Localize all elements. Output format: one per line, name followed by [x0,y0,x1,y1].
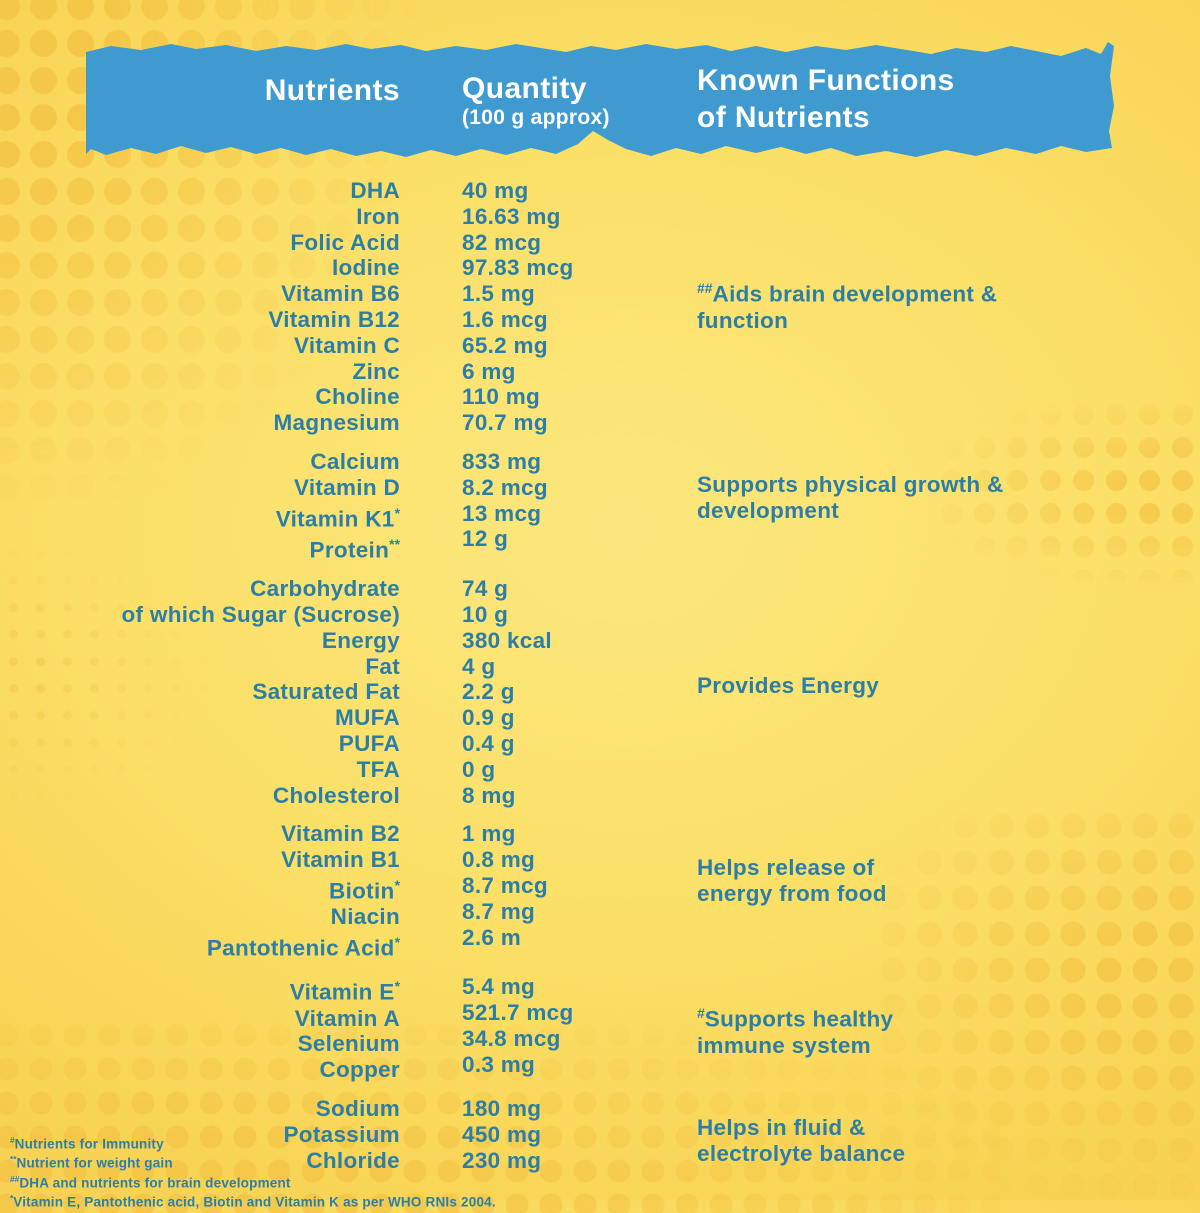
nutrient-quantity: 12 g [462,526,509,552]
nutrient-quantity: 0.9 g [462,705,515,731]
nutrient-name: Vitamin A [294,1005,400,1031]
nutrient-quantity: 1.5 mg [462,281,536,307]
footnote: **Nutrient for weight gain [10,1154,173,1171]
footnote: ##DHA and nutrients for brain developmen… [10,1173,291,1191]
header-quantity-title: Quantity [462,72,587,105]
function-text: ##Aids brain development & function [697,280,998,333]
nutrient-name: of which Sugar (Sucrose) [121,601,400,627]
nutrient-quantity: 65.2 mg [462,332,548,358]
nutrient-name: Vitamin B6 [281,281,400,307]
nutrient-name: Vitamin E* [289,978,400,1005]
footnote: #Nutrients for Immunity [10,1135,164,1152]
header-quantity: Quantity (100 g approx) [400,72,697,136]
nutrient-name: Copper [319,1057,400,1083]
nutrient-quantity: 70.7 mg [462,410,548,436]
nutrient-name: Vitamin D [293,474,400,500]
nutrient-quantity: 0 g [462,756,496,782]
nutrient-quantity: 0.8 mg [462,847,536,873]
nutrient-name: Magnesium [273,410,400,436]
nutrient-name: Carbohydrate [250,576,400,602]
nutrient-name: DHA [350,178,400,203]
header-banner [86,42,1114,157]
nutrient-group: DHA Iron Folic Acid Iodine Vitamin B6 Vitamin… [0,178,1200,436]
table-header: Nutrients Quantity (100 g approx) Known … [0,62,1200,136]
nutrient-quantity: 521.7 mcg [462,1000,574,1026]
nutrient-name: Saturated Fat [252,679,400,705]
nutrient-name: Iron [356,203,400,229]
nutrient-quantity: 82 mcg [462,229,542,255]
nutrient-quantity: 16.63 mg [462,203,561,229]
nutrient-quantity: 10 g [462,601,509,627]
nutrient-group: Carbohydrate of which Sugar (Sucrose) Ener… [0,576,1200,808]
nutrient-quantity: 450 mg [462,1121,542,1147]
nutrient-group: Calcium Vitamin D Vitamin K1* Protein** 833 … [0,449,1200,563]
nutrient-quantity: 8.7 mcg [462,872,548,898]
nutrient-name: MUFA [335,705,400,731]
nutrient-quantity: 180 mg [462,1096,542,1121]
nutrient-quantity: 74 g [462,576,509,602]
nutrient-quantity: 8.7 mg [462,898,536,924]
nutrient-name: Cholesterol [272,782,400,808]
nutrient-name: Biotin* [329,876,400,904]
nutrient-name: TFA [356,756,400,782]
nutrient-quantity: 40 mg [462,178,529,203]
nutrient-quantity: 230 mg [462,1147,542,1173]
function-text: #Supports healthy immune system [697,1005,894,1058]
nutrient-name: Vitamin K1* [275,504,400,532]
nutrient-quantity: 8 mg [462,782,516,808]
function-text: Helps in fluid & electrolyte balance [697,1115,906,1166]
nutrient-table: DHA Iron Folic Acid Iodine Vitamin B6 Vitamin… [0,178,1200,1186]
nutrient-name: Choline [315,384,400,410]
nutrient-quantity: 0.3 mg [462,1051,536,1077]
function-text: Helps release of energy from food [697,855,887,907]
nutrient-name: Zinc [352,358,400,384]
nutrient-quantity: 6 mg [462,358,516,384]
nutrient-name: Iodine [331,255,400,281]
nutrient-name: Sodium [315,1096,400,1121]
nutrient-quantity: 833 mg [462,448,542,474]
nutrient-name: PUFA [338,730,400,756]
nutrient-quantity: 4 g [462,653,496,679]
nutrient-name: Pantothenic Acid* [206,934,400,961]
nutrient-quantity: 34.8 mcg [462,1025,561,1051]
nutrient-quantity: 1.6 mcg [462,306,548,332]
nutrient-name: Vitamin B1 [281,847,400,873]
nutrient-quantity: 2.6 m [462,924,522,950]
nutrient-name: Protein** [309,535,400,563]
nutrient-quantity: 13 mcg [462,500,542,526]
function-text: Supports physical growth & development [697,471,1004,523]
nutrient-name: Vitamin B12 [268,306,400,332]
nutrient-name: Niacin [330,904,400,930]
nutrient-quantity: 5.4 mg [462,974,536,1000]
nutrient-name: Energy [321,627,400,653]
nutrient-name: Folic Acid [290,229,400,255]
footnote: *Vitamin E, Pantothenic acid, Biotin and… [10,1192,496,1210]
footnotes: #Nutrients for Immunity **Nutrient for we… [10,1133,496,1210]
nutrient-quantity: 1 mg [462,821,516,847]
header-nutrients: Nutrients [264,74,400,107]
header-quantity-subtitle: (100 g approx) [462,106,610,129]
nutrient-quantity: 110 mg [462,384,541,410]
nutrient-name: Selenium [297,1031,400,1057]
nutrient-name: Vitamin B2 [281,821,400,847]
header-known-functions: Known Functions of Nutrients [697,64,955,134]
function-text: Provides Energy [697,673,880,699]
nutrient-name: Calcium [310,448,400,474]
nutrient-quantity: 2.2 g [462,679,515,705]
nutrient-quantity: 0.4 g [462,730,515,756]
nutrient-quantity: 8.2 mcg [462,474,548,500]
nutrient-name: Vitamin C [293,332,400,358]
nutrient-name: Fat [365,653,400,679]
nutrient-quantity: 97.83 mcg [462,255,574,281]
nutrient-group: Vitamin E* Vitamin A Selenium Copper 5.4 mg 5… [0,974,1200,1083]
nutrient-quantity: 380 kcal [462,627,552,653]
nutrient-group: Vitamin B2 Vitamin B1 Biotin* Niacin Pantoth… [0,821,1200,961]
